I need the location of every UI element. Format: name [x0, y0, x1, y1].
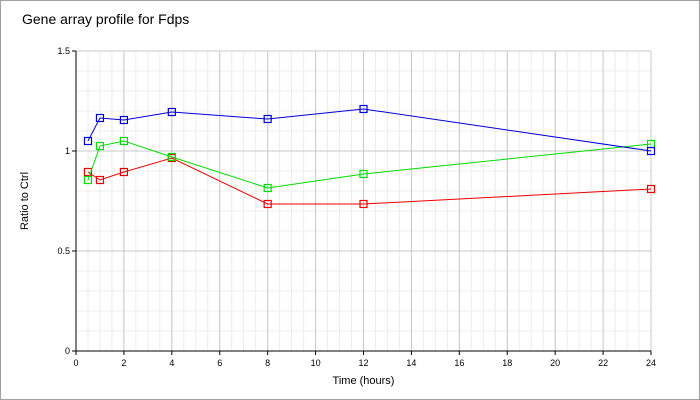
data-point-marker — [95, 175, 105, 185]
data-point-marker — [167, 152, 176, 162]
data-point-marker — [263, 183, 272, 193]
x-tick-label: 2 — [121, 358, 126, 368]
x-tick-label: 14 — [406, 358, 416, 368]
data-point-marker — [263, 199, 272, 209]
x-tick-label: 24 — [646, 358, 656, 368]
data-point-marker — [359, 199, 368, 209]
data-point-marker — [119, 115, 129, 125]
series-line — [87, 140, 652, 189]
y-tick-label: 1 — [65, 146, 70, 156]
x-tick-label: 4 — [169, 358, 174, 368]
x-tick-label: 22 — [598, 358, 608, 368]
data-point-marker — [167, 107, 176, 117]
data-point-marker — [119, 136, 129, 146]
x-tick-label: 8 — [265, 358, 270, 368]
data-point-marker — [263, 114, 272, 124]
data-point-marker — [119, 167, 129, 177]
series-line — [87, 108, 652, 152]
data-point-marker — [646, 146, 656, 156]
y-tick-label: 1.5 — [57, 46, 70, 56]
y-tick-label: 0.5 — [57, 246, 70, 256]
x-tick-label: 18 — [502, 358, 512, 368]
data-point-marker — [359, 169, 368, 179]
x-tick-label: 6 — [217, 358, 222, 368]
series-line — [87, 157, 652, 205]
data-point-marker — [83, 175, 93, 185]
data-point-marker — [83, 136, 93, 146]
x-tick-label: 0 — [73, 358, 78, 368]
y-tick-label: 0 — [65, 346, 70, 356]
x-tick-label: 20 — [550, 358, 560, 368]
x-axis-label: Time (hours) — [333, 375, 395, 387]
data-point-marker — [646, 184, 656, 194]
data-point-marker — [359, 104, 368, 114]
data-point-marker — [95, 141, 105, 151]
y-axis-label: Ratio to Ctrl — [19, 172, 31, 230]
chart-title: Gene array profile for Fdps — [22, 11, 190, 27]
data-point-marker — [83, 167, 93, 177]
x-tick-label: 12 — [358, 358, 368, 368]
x-tick-label: 10 — [311, 358, 321, 368]
x-tick-label: 16 — [454, 358, 464, 368]
data-point-marker — [95, 113, 105, 123]
